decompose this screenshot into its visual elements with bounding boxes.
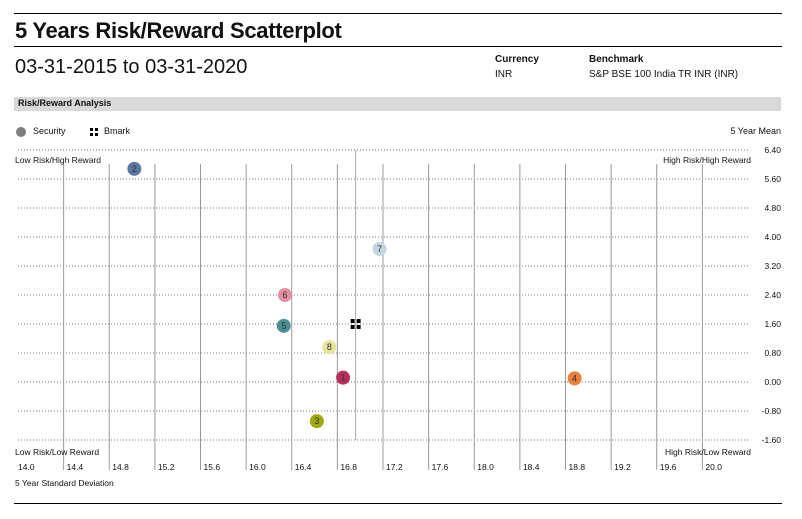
legend-bmark-icon (90, 128, 98, 136)
page-title: 5 Years Risk/Reward Scatterplot (15, 18, 342, 43)
date-range: 03-31-2015 to 03-31-2020 (15, 56, 248, 78)
legend-security-label: Security (33, 126, 66, 136)
legend-security-icon (16, 127, 26, 137)
benchmark-marker (350, 319, 355, 323)
benchmark-label: Benchmark (589, 54, 644, 65)
x-axis-label: 5 Year Standard Deviation (15, 478, 114, 488)
data-point-label: 6 (282, 290, 287, 300)
x-tick-label: 19.2 (614, 462, 631, 472)
x-tick-label: 14.4 (67, 462, 84, 472)
y-tick-label: 4.80 (764, 203, 781, 213)
quadrant-label-top-right: High Risk/High Reward (663, 155, 751, 165)
quadrant-label-top-left: Low Risk/High Reward (15, 155, 101, 165)
y-tick-label: 6.40 (764, 145, 781, 155)
data-point (309, 414, 324, 429)
data-point-label: 2 (132, 164, 137, 174)
x-tick-label: 16.4 (295, 462, 312, 472)
benchmark-value: S&P BSE 100 India TR INR (INR) (589, 69, 739, 80)
currency-value: INR (495, 69, 513, 80)
data-point (127, 161, 142, 176)
bottom-rule (14, 503, 782, 504)
y-tick-label: -1.60 (762, 435, 782, 445)
y-tick-label: 0.80 (764, 348, 781, 358)
benchmark-marker (356, 325, 361, 329)
x-tick-label: 19.6 (660, 462, 677, 472)
y-tick-label: 5.60 (764, 174, 781, 184)
x-tick-label: 15.6 (204, 462, 221, 472)
benchmark-marker (356, 319, 361, 323)
section-header: Risk/Reward Analysis (14, 97, 781, 111)
data-point (336, 370, 351, 385)
quadrant-label-bottom-right: High Risk/Low Reward (665, 447, 751, 457)
legend-mean-label: 5 Year Mean (730, 126, 781, 136)
data-point-label: 1 (341, 373, 346, 383)
data-point-label: 4 (572, 373, 577, 383)
x-tick-label: 14.8 (112, 462, 129, 472)
data-point-label: 3 (314, 416, 319, 426)
x-tick-label: 15.2 (158, 462, 175, 472)
data-point (372, 241, 387, 256)
x-tick-label: 14.0 (18, 462, 35, 472)
y-tick-label: 1.60 (764, 319, 781, 329)
header-rule (14, 46, 782, 47)
x-tick-label: 18.4 (523, 462, 540, 472)
quadrant-label-bottom-left: Low Risk/Low Reward (15, 447, 99, 457)
data-point-label: 5 (281, 321, 286, 331)
section-title: Risk/Reward Analysis (18, 98, 112, 108)
x-tick-label: 16.0 (249, 462, 266, 472)
x-tick-label: 17.2 (386, 462, 403, 472)
y-tick-label: 3.20 (764, 261, 781, 271)
x-tick-label: 18.0 (477, 462, 494, 472)
y-tick-label: 2.40 (764, 290, 781, 300)
data-point (567, 371, 582, 386)
data-point (276, 318, 291, 333)
y-tick-label: -0.80 (762, 406, 782, 416)
data-point-label: 7 (377, 244, 382, 254)
data-point-label: 8 (327, 342, 332, 352)
data-point (277, 288, 292, 302)
x-tick-label: 17.6 (432, 462, 449, 472)
currency-label: Currency (495, 54, 539, 65)
benchmark-marker (350, 325, 355, 329)
y-tick-label: 4.00 (764, 232, 781, 242)
legend-bmark-label: Bmark (104, 126, 131, 136)
y-tick-label: 0.00 (764, 377, 781, 387)
x-tick-label: 16.8 (340, 462, 357, 472)
data-point (322, 340, 337, 355)
top-rule (14, 13, 782, 14)
x-tick-label: 20.0 (705, 462, 722, 472)
x-tick-label: 18.8 (569, 462, 586, 472)
